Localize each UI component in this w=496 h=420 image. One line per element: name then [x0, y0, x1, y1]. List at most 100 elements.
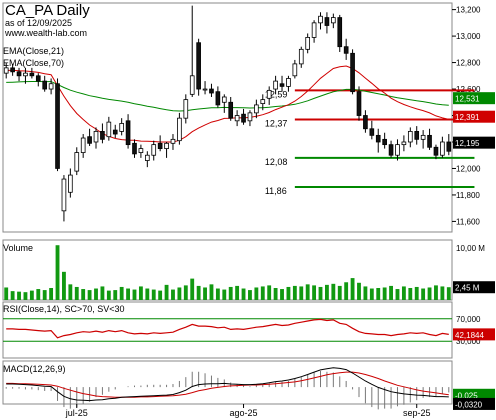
- volume-bar: [62, 271, 66, 300]
- macd-pane-label: MACD(12,26,9): [3, 364, 66, 374]
- source-link[interactable]: www.wealth-lab.com: [5, 28, 88, 38]
- rsi-pane-label: RSI(Close,14), SC>70, SV<30: [3, 304, 125, 314]
- volume-bar: [254, 287, 259, 300]
- candle-up: [305, 37, 311, 50]
- candle-down: [369, 128, 375, 136]
- volume-bar: [389, 285, 393, 300]
- volume-bar: [113, 290, 118, 300]
- candle-up: [395, 144, 400, 156]
- volume-bar: [376, 288, 381, 300]
- macd-signal-tag-bg: [453, 388, 495, 401]
- ema70-last-tag-bg: [453, 92, 495, 105]
- candle-down: [388, 144, 394, 156]
- volume-last-tag: 2,45 M: [455, 284, 480, 293]
- candle-up: [80, 137, 86, 153]
- candle-down: [375, 134, 381, 143]
- candle-down: [433, 146, 439, 156]
- candle-up: [266, 89, 272, 99]
- volume-bar: [36, 289, 41, 300]
- volume-bar: [331, 283, 336, 300]
- price-y-tick-label: 11,600: [456, 217, 480, 226]
- ema21-last-tag: 12,391: [455, 113, 480, 122]
- volume-bar: [68, 284, 73, 300]
- volume-bar: [4, 287, 9, 300]
- candle-up: [331, 17, 336, 24]
- volume-bar: [49, 288, 54, 300]
- candle-up: [247, 112, 253, 122]
- macd-last-tag-bg: [453, 397, 495, 410]
- macd-signal-line: [6, 371, 449, 398]
- volume-bar: [81, 289, 86, 300]
- price-pane-frame: [2, 2, 453, 233]
- x-tick-label: sep-25: [403, 408, 431, 418]
- x-tick-label: jul-25: [65, 408, 88, 418]
- candle-down: [157, 142, 163, 150]
- chart-date: as of 12/09/2025: [5, 18, 73, 28]
- volume-bar: [401, 286, 406, 300]
- macd-pane-frame: [2, 360, 453, 405]
- candle-down: [241, 113, 246, 123]
- level-label: 11,86: [265, 186, 287, 196]
- level-label: 12,08: [265, 157, 288, 167]
- candle-down: [343, 46, 349, 54]
- ema21-last-tag-bg: [453, 110, 495, 123]
- volume-bar: [209, 284, 214, 300]
- x-tick-label: ago-25: [230, 408, 258, 418]
- candle-down: [196, 42, 201, 90]
- candle-up: [286, 78, 291, 87]
- candle-up: [273, 80, 278, 90]
- candle-down: [414, 130, 420, 140]
- volume-bar: [305, 284, 310, 300]
- macd-signal-tag: -0,025: [455, 391, 478, 400]
- macd-line: [6, 367, 449, 402]
- candle-up: [221, 96, 227, 103]
- candle-up: [292, 63, 298, 77]
- volume-bar: [382, 287, 387, 300]
- candle-up: [311, 22, 317, 38]
- last-price-tag: 12,195: [455, 139, 480, 148]
- volume-bar: [235, 285, 240, 300]
- ema70-last-tag: 12,531: [455, 95, 480, 104]
- volume-bar: [10, 291, 15, 300]
- price-y-tick-label: 13,200: [456, 6, 481, 15]
- volume-bar: [280, 289, 284, 300]
- volume-bar: [267, 285, 272, 300]
- volume-bar: [273, 288, 278, 300]
- level-label: 12,37: [265, 118, 288, 128]
- volume-bar: [55, 245, 60, 300]
- candle-up: [93, 130, 99, 143]
- candle-down: [279, 83, 285, 87]
- volume-bar: [100, 286, 105, 300]
- candle-up: [260, 99, 266, 105]
- level-label: 12,59: [265, 89, 288, 99]
- volume-bar: [344, 282, 349, 300]
- volume-bar: [126, 288, 131, 300]
- volume-pane-label: Volume: [3, 243, 34, 253]
- candle-down: [324, 17, 330, 26]
- candle-up: [23, 72, 28, 77]
- candle-down: [363, 115, 368, 130]
- rsi-last-tag: 42,1844: [455, 331, 484, 340]
- volume-bar: [408, 288, 413, 300]
- volume-bar: [190, 278, 195, 300]
- candle-down: [382, 138, 387, 146]
- candle-up: [48, 83, 54, 90]
- candle-down: [16, 71, 22, 77]
- volume-bar: [318, 286, 323, 300]
- candle-down: [42, 80, 48, 90]
- volume-bar: [215, 288, 220, 300]
- volume-bar: [87, 290, 92, 300]
- candle-up: [254, 104, 259, 114]
- volume-bar: [158, 290, 163, 300]
- candle-up: [202, 88, 208, 91]
- candle-up: [170, 138, 176, 144]
- volume-bar: [132, 289, 137, 300]
- candle-up: [74, 152, 80, 172]
- candle-down: [215, 91, 221, 106]
- candle-down: [112, 129, 118, 135]
- candle-down: [125, 120, 131, 146]
- candle-down: [55, 83, 60, 169]
- volume-bar: [177, 287, 182, 300]
